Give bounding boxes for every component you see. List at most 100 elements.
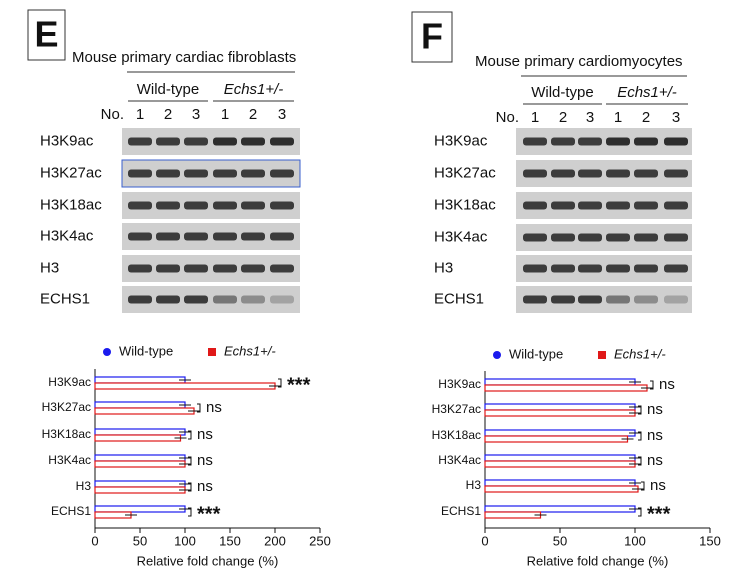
blot-label: H3K9ac bbox=[40, 132, 94, 149]
legend-marker bbox=[208, 348, 216, 356]
bar bbox=[94, 454, 186, 462]
lane-number: 1 bbox=[221, 106, 229, 123]
blot-band bbox=[156, 295, 180, 304]
y-tick-label: H3K9ac bbox=[438, 377, 481, 391]
blot-band bbox=[664, 233, 688, 242]
significance-label: *** bbox=[197, 503, 221, 525]
blot-band bbox=[551, 233, 575, 242]
significance-bracket bbox=[278, 378, 282, 388]
blot-band bbox=[241, 232, 265, 241]
blot-band bbox=[128, 295, 152, 304]
significance-label: *** bbox=[287, 374, 311, 396]
legend-label: Echs1+/- bbox=[614, 346, 666, 361]
bar bbox=[94, 486, 186, 494]
significance-bracket bbox=[188, 430, 192, 440]
blot-label: H3 bbox=[434, 259, 453, 276]
bar bbox=[484, 435, 629, 443]
blot-label: ECHS1 bbox=[40, 290, 90, 307]
bar bbox=[484, 505, 636, 513]
blot-band bbox=[213, 232, 237, 241]
blot-band bbox=[523, 201, 547, 210]
x-tick-label: 0 bbox=[481, 533, 488, 548]
blot-band bbox=[213, 264, 237, 273]
x-tick-label: 100 bbox=[174, 533, 196, 548]
bar bbox=[94, 407, 195, 415]
blot-band bbox=[606, 264, 630, 273]
legend-label: Echs1+/- bbox=[224, 343, 276, 358]
blot-band bbox=[270, 295, 294, 304]
blot-band bbox=[184, 264, 208, 273]
blot-label: H3K27ac bbox=[40, 164, 102, 181]
y-tick-label: H3K9ac bbox=[48, 375, 91, 389]
blot-band bbox=[184, 137, 208, 146]
significance-label: ns bbox=[659, 376, 675, 393]
blot-band bbox=[664, 137, 688, 146]
legend-marker bbox=[598, 351, 606, 359]
panel-title: Mouse primary cardiomyocytes bbox=[475, 53, 683, 70]
lane-number: 3 bbox=[672, 109, 680, 126]
y-tick-label: H3K27ac bbox=[42, 400, 91, 414]
y-tick-label: H3K18ac bbox=[432, 428, 481, 442]
blot-band bbox=[578, 169, 602, 178]
bar bbox=[484, 429, 636, 437]
bar bbox=[94, 434, 182, 442]
blot-band bbox=[606, 233, 630, 242]
blot-band bbox=[634, 169, 658, 178]
bar bbox=[484, 384, 648, 392]
blot-band bbox=[551, 169, 575, 178]
blot-band bbox=[128, 232, 152, 241]
bar bbox=[484, 485, 639, 493]
y-tick-label: H3K4ac bbox=[48, 453, 91, 467]
bar bbox=[484, 378, 636, 386]
significance-label: ns bbox=[647, 452, 663, 469]
x-axis-label: Relative fold change (%) bbox=[137, 553, 279, 568]
blot-label: H3K18ac bbox=[434, 196, 496, 213]
x-tick-label: 50 bbox=[553, 533, 567, 548]
panel-label-box bbox=[411, 11, 453, 63]
bar bbox=[94, 382, 276, 390]
y-tick-label: H3 bbox=[76, 479, 92, 493]
bar bbox=[484, 454, 636, 462]
bar bbox=[484, 479, 636, 487]
x-tick-label: 250 bbox=[309, 533, 331, 548]
blot-band bbox=[128, 137, 152, 146]
blot-band bbox=[606, 137, 630, 146]
y-tick-label: ECHS1 bbox=[441, 504, 481, 518]
blot-band bbox=[578, 137, 602, 146]
blot-band bbox=[634, 201, 658, 210]
significance-bracket bbox=[188, 507, 192, 517]
blot-band bbox=[156, 264, 180, 273]
blot-band bbox=[551, 137, 575, 146]
panel-label: F bbox=[421, 16, 443, 57]
blot-band bbox=[184, 201, 208, 210]
blot-band bbox=[634, 233, 658, 242]
group-label: Wild-type bbox=[531, 84, 594, 101]
group-label: Echs1+/- bbox=[617, 84, 677, 101]
significance-bracket bbox=[188, 456, 192, 466]
blot-band bbox=[213, 169, 237, 178]
blot-band bbox=[606, 201, 630, 210]
significance-label: *** bbox=[647, 503, 671, 525]
blot-band bbox=[578, 233, 602, 242]
bar bbox=[484, 403, 636, 411]
blot-band bbox=[156, 137, 180, 146]
y-tick-label: H3K27ac bbox=[432, 402, 481, 416]
lane-number: 2 bbox=[249, 106, 257, 123]
significance-label: ns bbox=[206, 399, 222, 416]
significance-label: ns bbox=[647, 401, 663, 418]
lane-number: 1 bbox=[136, 106, 144, 123]
x-axis-label: Relative fold change (%) bbox=[527, 553, 669, 568]
blot-band bbox=[128, 169, 152, 178]
significance-bracket bbox=[638, 405, 642, 415]
lane-number: 1 bbox=[531, 109, 539, 126]
y-tick-label: H3K18ac bbox=[42, 427, 91, 441]
blot-band bbox=[184, 295, 208, 304]
y-tick-label: H3K4ac bbox=[438, 453, 481, 467]
blot-band bbox=[664, 169, 688, 178]
blot-band bbox=[606, 169, 630, 178]
blot-band bbox=[634, 137, 658, 146]
significance-bracket bbox=[638, 431, 642, 441]
y-tick-label: ECHS1 bbox=[51, 504, 91, 518]
lane-header: No. bbox=[496, 109, 519, 126]
lane-number: 2 bbox=[642, 109, 650, 126]
